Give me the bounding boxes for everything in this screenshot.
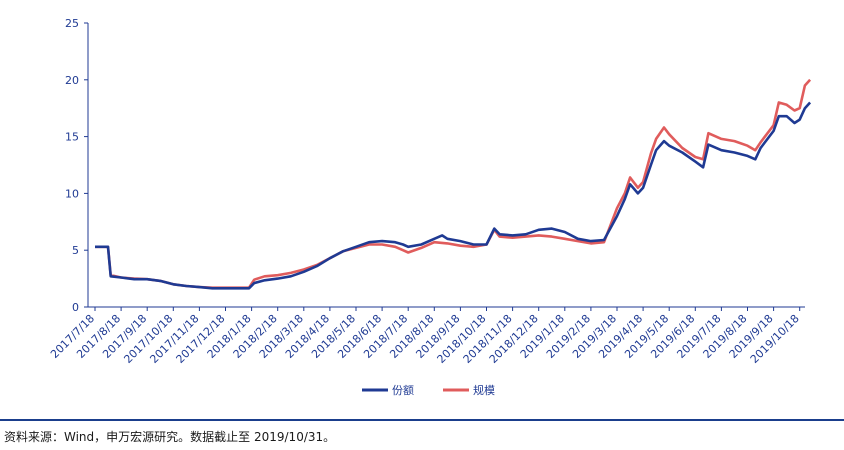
y-axis: 0 5 10 15 20 25 — [65, 17, 89, 314]
series-layer — [95, 78, 812, 290]
legend-label-share: 份额 — [392, 384, 414, 397]
series-line-scale — [95, 78, 812, 289]
x-axis: 2017/7/182017/8/182017/9/182017/10/18201… — [48, 306, 805, 366]
line-chart: 0 5 10 15 20 25 2017/7/182017/8/182017/9/1820… — [48, 17, 812, 397]
legend: 份额 规模 — [362, 383, 495, 397]
source-divider — [0, 419, 844, 421]
y-tick-label: 20 — [65, 74, 79, 87]
y-tick-label: 10 — [65, 187, 79, 200]
source-note: 资料来源：Wind，申万宏源研究。数据截止至 2019/10/31。 — [4, 430, 336, 444]
y-tick-label: 25 — [65, 17, 79, 30]
y-tick-label: 15 — [65, 131, 79, 144]
legend-label-scale: 规模 — [473, 383, 495, 397]
series-line-share — [95, 101, 812, 290]
y-tick-label: 0 — [72, 301, 79, 314]
y-tick-label: 5 — [72, 244, 79, 257]
